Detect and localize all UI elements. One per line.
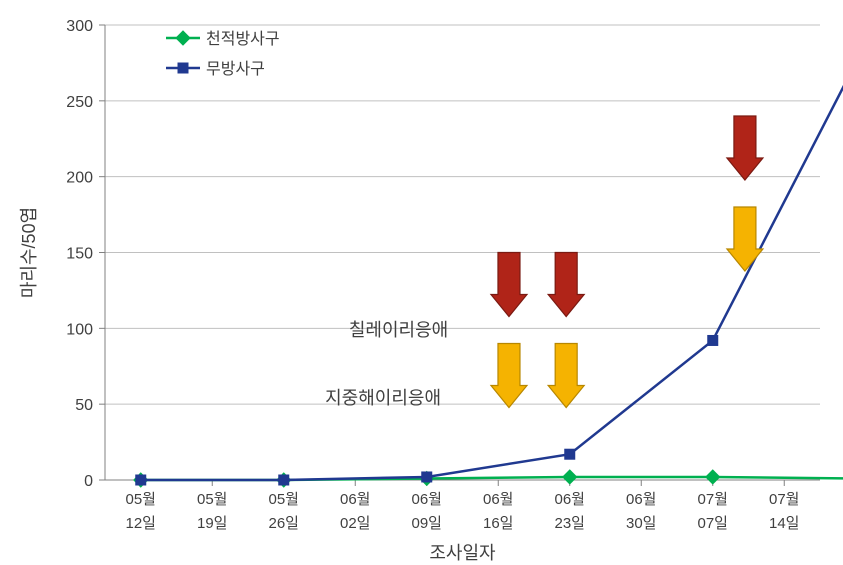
y-tick-label: 200 — [66, 170, 93, 187]
y-tick-label: 0 — [84, 473, 93, 490]
x-axis-label: 조사일자 — [429, 543, 496, 563]
x-tick-label-line2: 09일 — [412, 515, 443, 532]
x-tick-label-line2: 30일 — [626, 515, 657, 532]
text-annotation: 지중해이리응애 — [325, 388, 441, 408]
y-tick-label: 300 — [66, 18, 93, 35]
chart-svg: 0 50 100 150 200 250 300 마리수/50엽 05월 12일 05월 19일 05월… — [0, 0, 843, 565]
x-tick-label-line1: 07월 — [698, 491, 729, 508]
data-marker — [278, 475, 289, 486]
legend-label: 천적방사구 — [206, 30, 280, 48]
y-tick-label: 150 — [66, 246, 93, 263]
x-tick-label-line2: 07일 — [698, 515, 729, 532]
text-annotation: 칠레이리응애 — [349, 320, 448, 340]
x-tick-label-line1: 06월 — [555, 491, 586, 508]
x-tick-label-line1: 06월 — [340, 491, 371, 508]
data-marker — [135, 475, 146, 486]
x-tick-label-line2: 26일 — [269, 515, 300, 532]
x-tick-label-line1: 05월 — [126, 491, 157, 508]
x-tick-label-line1: 06월 — [412, 491, 443, 508]
y-tick-label: 100 — [66, 321, 93, 338]
chart-container: 0 50 100 150 200 250 300 마리수/50엽 05월 12일 05월 19일 05월… — [0, 0, 843, 565]
x-tick-label-line2: 23일 — [555, 515, 586, 532]
data-marker — [178, 63, 189, 74]
data-marker — [707, 335, 718, 346]
y-axis-label: 마리수/50엽 — [19, 207, 39, 298]
x-tick-label-line2: 16일 — [483, 515, 514, 532]
data-marker — [564, 449, 575, 460]
x-tick-label-line2: 19일 — [197, 515, 228, 532]
x-tick-label-line2: 02일 — [340, 515, 371, 532]
x-tick-label-line1: 07월 — [769, 491, 800, 508]
data-marker — [421, 471, 432, 482]
x-tick-label-line1: 06월 — [483, 491, 514, 508]
legend-label: 무방사구 — [206, 60, 265, 78]
x-tick-label-line1: 06월 — [626, 491, 657, 508]
y-tick-label: 250 — [66, 94, 93, 111]
y-tick-label: 50 — [75, 397, 93, 414]
x-tick-label-line1: 05월 — [269, 491, 300, 508]
x-tick-label-line2: 12일 — [126, 515, 157, 532]
x-tick-label-line2: 14일 — [769, 515, 800, 532]
x-tick-label-line1: 05월 — [197, 491, 228, 508]
